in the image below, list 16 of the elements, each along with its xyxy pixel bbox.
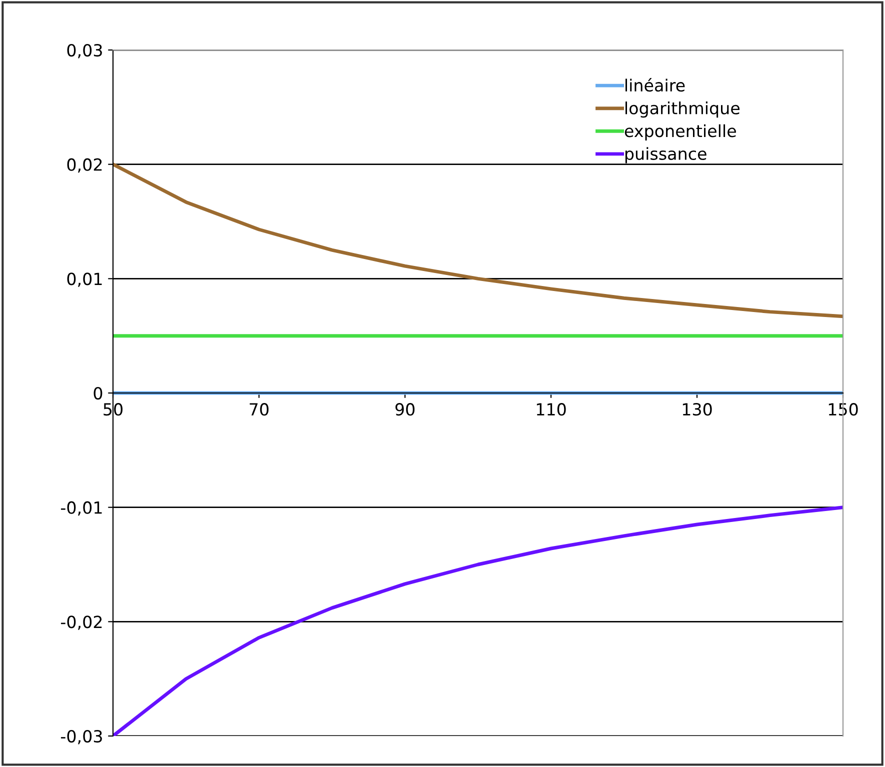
y-tick-label: 0,01 bbox=[67, 272, 102, 287]
x-tick-label: 130 bbox=[682, 403, 712, 416]
y-tick-label: -0,01 bbox=[60, 501, 102, 516]
x-tick-label: 90 bbox=[395, 403, 414, 416]
y-tick-label: 0 bbox=[94, 386, 102, 400]
legend-label: exponentielle bbox=[624, 124, 736, 140]
legend-label: logarithmique bbox=[626, 102, 740, 118]
legend-label: puissance bbox=[625, 147, 706, 164]
legend-label: linéaire bbox=[626, 78, 685, 92]
x-tick-label: 110 bbox=[536, 403, 566, 416]
y-tick-label: 0,02 bbox=[67, 158, 102, 173]
y-tick-label: 0,03 bbox=[67, 44, 102, 58]
y-tick-label: -0,02 bbox=[60, 616, 102, 630]
x-tick-label: 150 bbox=[828, 403, 858, 416]
y-tick-label: -0,03 bbox=[60, 730, 102, 744]
x-tick-label: 70 bbox=[250, 403, 268, 416]
